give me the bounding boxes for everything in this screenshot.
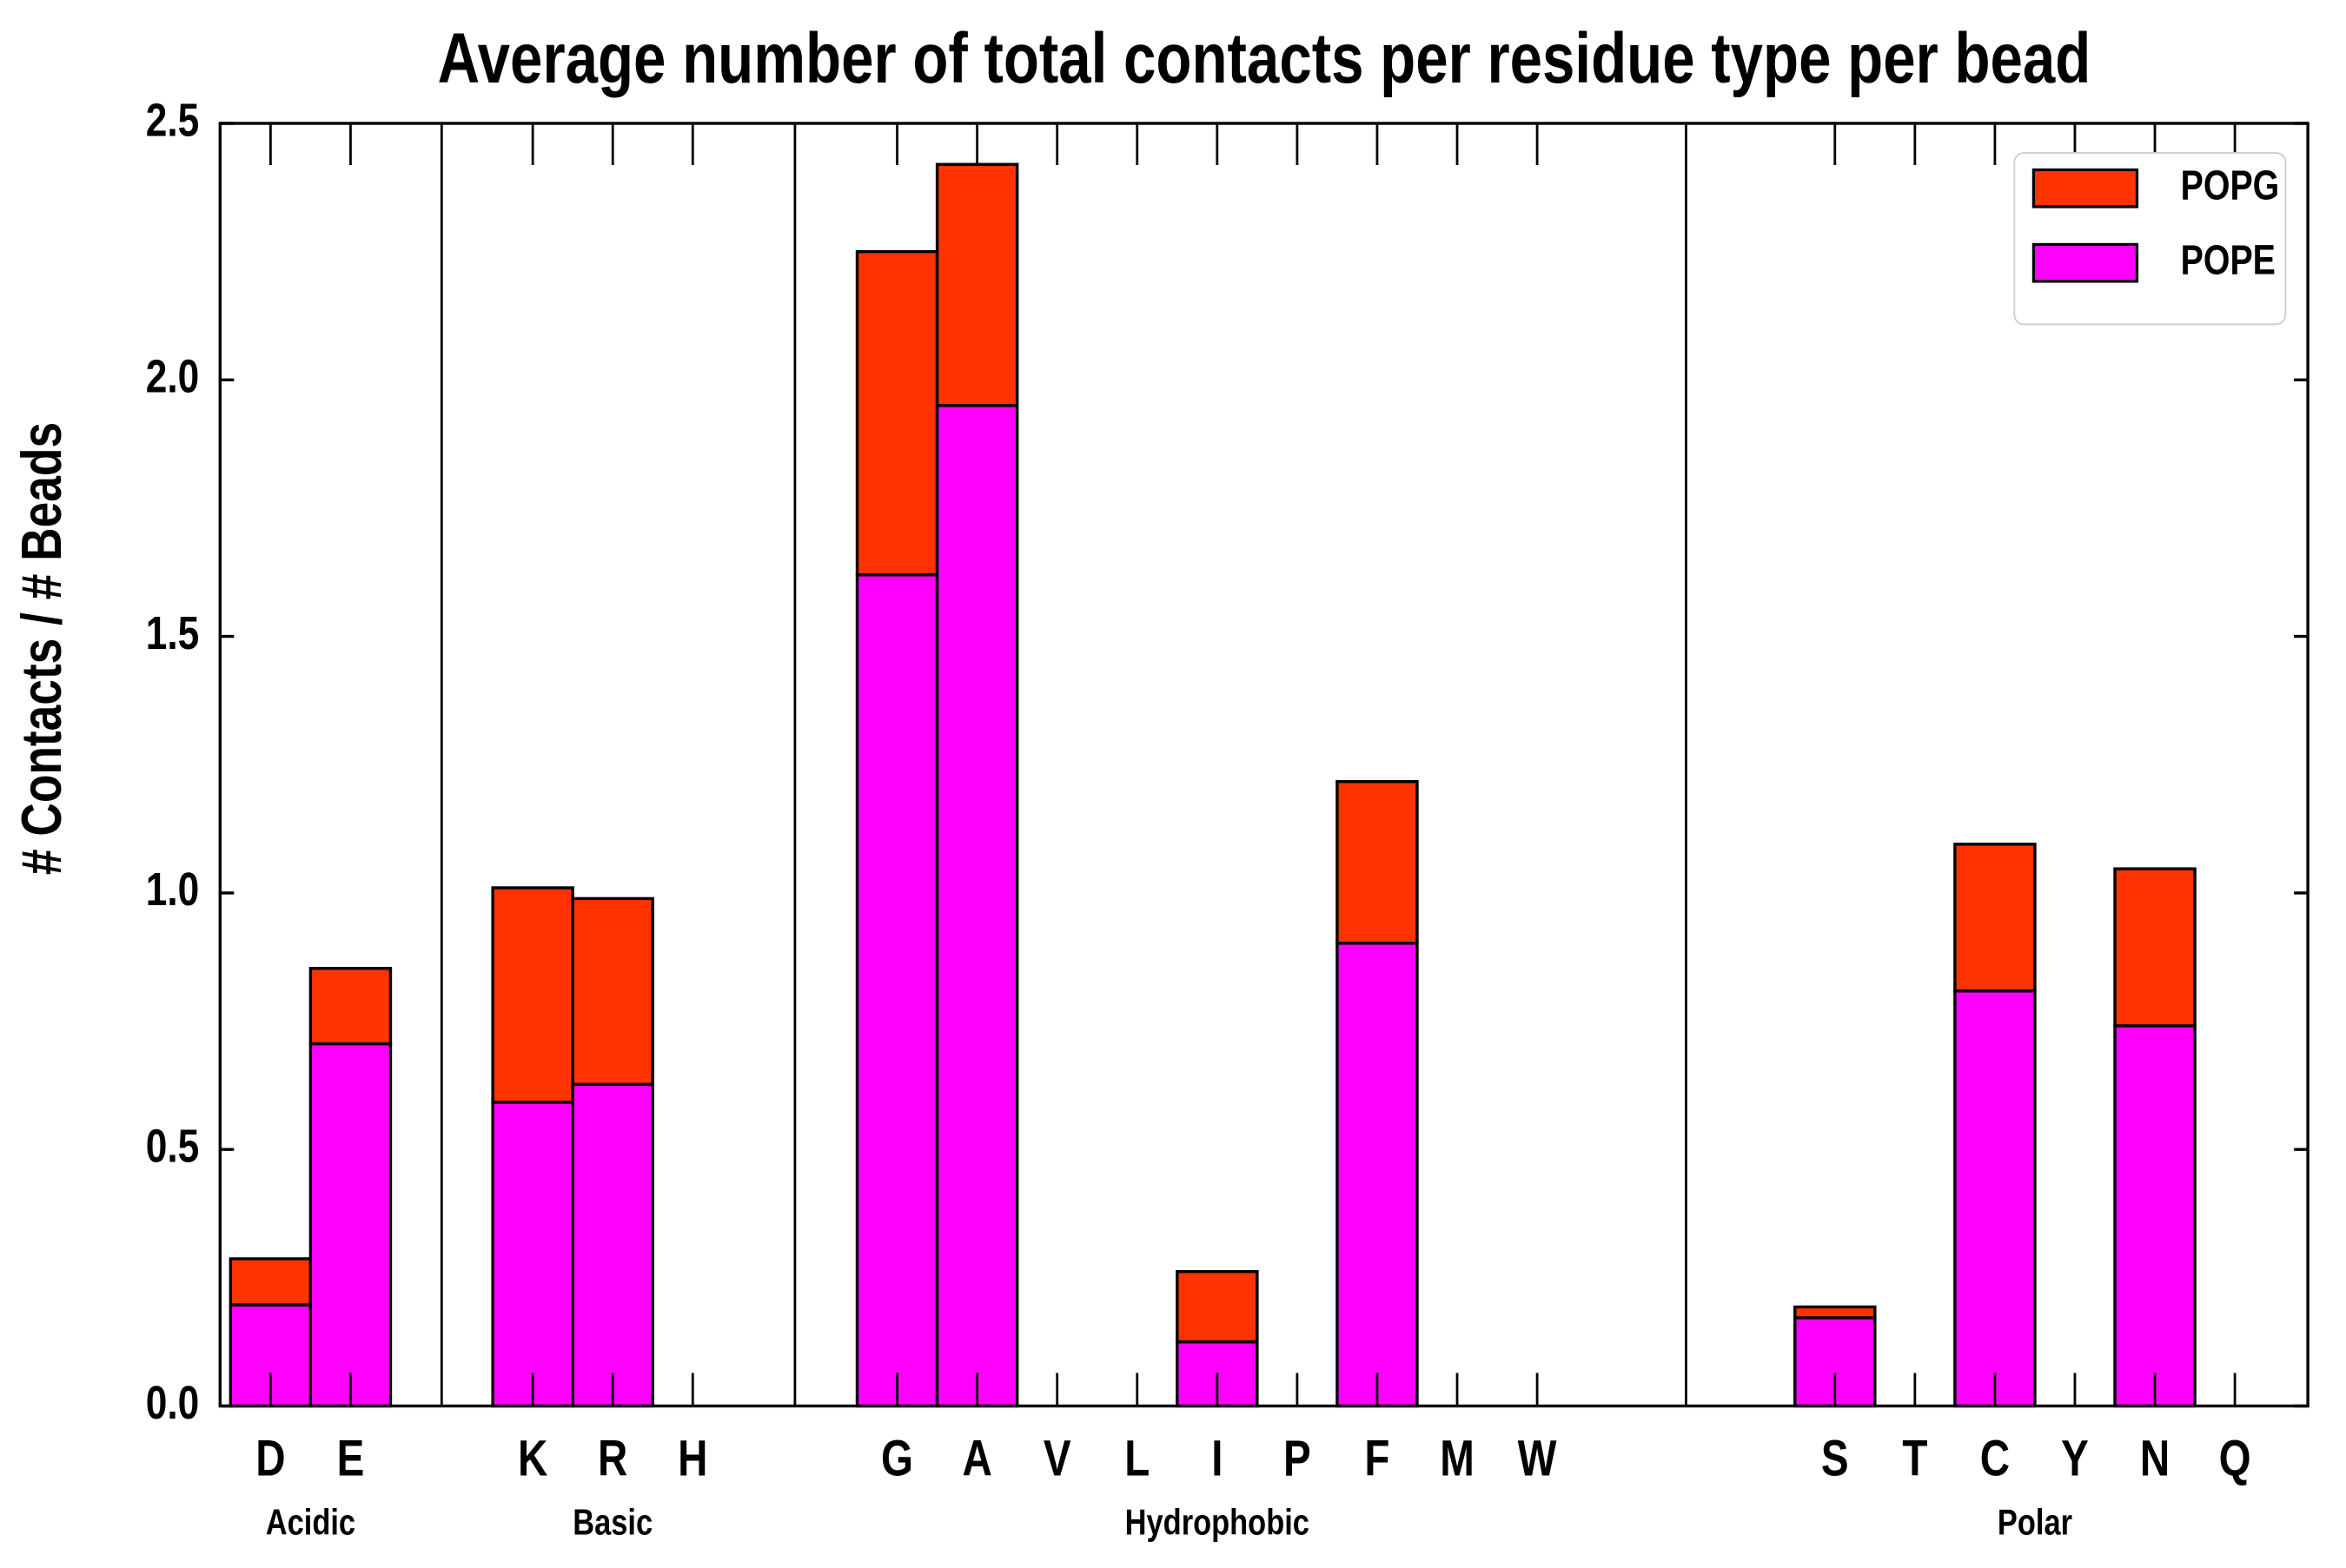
svg-text:W: W [1518, 1431, 1557, 1487]
svg-text:F: F [1364, 1431, 1389, 1487]
svg-text:Q: Q [2219, 1431, 2251, 1487]
svg-text:C: C [1980, 1431, 2010, 1487]
svg-text:2.0: 2.0 [146, 350, 200, 402]
svg-text:V: V [1044, 1431, 1071, 1487]
svg-text:POPE: POPE [2181, 237, 2276, 284]
svg-text:T: T [1902, 1431, 1927, 1487]
svg-text:N: N [2140, 1431, 2170, 1487]
svg-text:R: R [598, 1431, 627, 1487]
svg-text:0.0: 0.0 [146, 1377, 200, 1429]
svg-text:H: H [678, 1431, 707, 1487]
svg-text:Polar: Polar [1998, 1502, 2072, 1543]
svg-text:Basic: Basic [573, 1502, 653, 1543]
svg-text:Acidic: Acidic [266, 1502, 355, 1543]
svg-text:Y: Y [2061, 1431, 2089, 1487]
svg-text:POPG: POPG [2181, 162, 2280, 209]
svg-text:P: P [1283, 1431, 1311, 1487]
svg-text:M: M [1440, 1431, 1475, 1487]
svg-text:# Contacts / # Beads: # Contacts / # Beads [10, 422, 73, 875]
svg-text:L: L [1124, 1431, 1150, 1487]
svg-text:S: S [1821, 1431, 1849, 1487]
svg-text:Hydrophobic: Hydrophobic [1125, 1502, 1309, 1543]
svg-text:E: E [337, 1431, 365, 1487]
svg-text:1.5: 1.5 [146, 607, 200, 659]
svg-text:K: K [518, 1431, 547, 1487]
svg-text:Average number of total contac: Average number of total contacts per res… [438, 18, 2091, 98]
svg-text:A: A [962, 1431, 991, 1487]
svg-text:G: G [881, 1431, 913, 1487]
svg-text:0.5: 0.5 [146, 1120, 200, 1172]
svg-text:1.0: 1.0 [146, 863, 200, 916]
svg-text:2.5: 2.5 [146, 94, 200, 146]
svg-text:D: D [255, 1431, 285, 1487]
svg-text:I: I [1211, 1431, 1223, 1487]
